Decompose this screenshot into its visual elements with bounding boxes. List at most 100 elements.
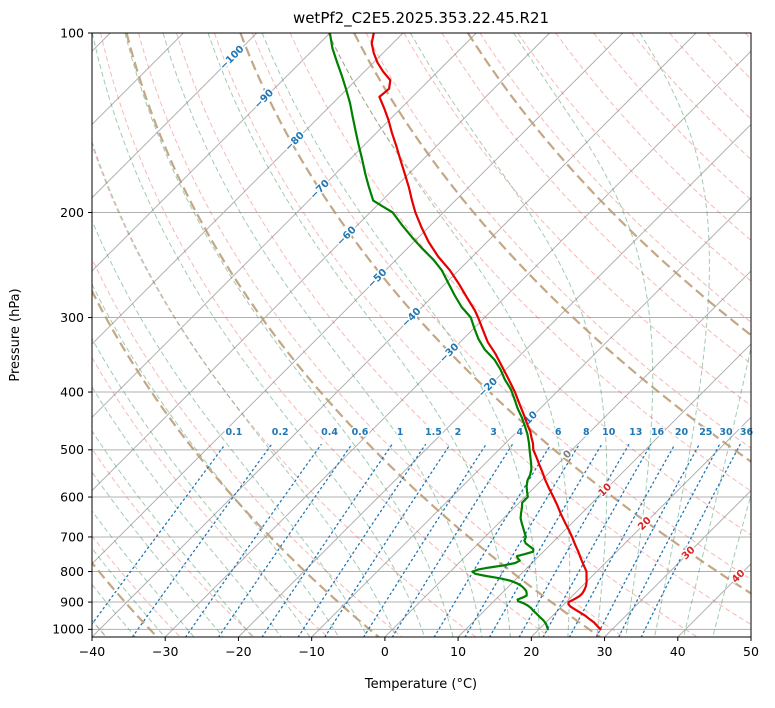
- moist-adiabat-line: [92, 547, 166, 637]
- mixing-ratio-line: [618, 443, 721, 637]
- x-tick-label: 20: [523, 644, 539, 659]
- profile-layer: [328, 33, 602, 631]
- plot-area: [92, 33, 751, 637]
- highlight-adiabat-line: [466, 33, 751, 337]
- axes-layer: −40 −30 −20 −10 0 10 20 30 40 5010020030040050060…: [52, 25, 759, 659]
- y-tick-label: 500: [60, 442, 84, 457]
- x-tick-label: 0: [381, 644, 389, 659]
- mixing-ratio-label: 2: [455, 427, 462, 438]
- moist-adiabat-line: [261, 33, 540, 637]
- mixing-ratio-label: 0.1: [225, 427, 242, 438]
- dry-adiabat-line: [555, 33, 751, 241]
- moist-adiabat-line: [683, 345, 751, 637]
- dry-adiabat-line: [138, 33, 624, 637]
- dry-adiabat-line: [631, 33, 751, 161]
- isotherm-line: [530, 416, 751, 637]
- dry-adiabat-line: [251, 33, 751, 580]
- x-tick-label: −40: [79, 644, 105, 659]
- y-tick-label: 200: [60, 205, 84, 220]
- moist-adiabat-line: [124, 33, 454, 637]
- isotherm-line: [384, 270, 751, 637]
- mixing-ratio-line: [464, 443, 580, 637]
- mixing-ratio-line: [433, 443, 552, 637]
- dry-adiabat-line: [92, 143, 477, 637]
- mixing-ratio-label: 8: [583, 427, 590, 438]
- y-tick-label: 600: [60, 489, 84, 504]
- y-tick-label: 100: [60, 25, 84, 40]
- y-axis-label: Pressure (hPa): [8, 288, 23, 381]
- isotherm-line: [311, 196, 751, 637]
- isotherm-line: [238, 123, 751, 637]
- mixing-ratio-label: 4: [517, 427, 524, 438]
- sounding-profiles: [328, 33, 602, 631]
- x-tick-label: 30: [597, 644, 613, 659]
- temperature-profile-line: [370, 33, 602, 631]
- dry-adiabat-line: [441, 33, 751, 365]
- moist-adiabat-line: [513, 33, 654, 637]
- isotherm-lines: [92, 33, 751, 637]
- y-tick-label: 400: [60, 384, 84, 399]
- moist-adiabat-line: [409, 33, 608, 637]
- y-tick-label: 300: [60, 310, 84, 325]
- mixing-ratio-label: 1: [397, 427, 404, 438]
- mixing-ratio-line: [640, 443, 741, 637]
- mixing-ratio-line: [489, 443, 603, 637]
- x-tick-label: −20: [225, 644, 251, 659]
- mixing-ratio-line: [131, 443, 273, 637]
- moist-adiabat-line: [162, 33, 483, 637]
- moist-adiabat-line: [327, 33, 571, 637]
- y-tick-label: 1000: [52, 622, 84, 637]
- dewpoint-profile-line: [328, 33, 549, 631]
- dry-adiabat-line: [213, 33, 751, 626]
- isotherm-line: [92, 33, 624, 565]
- x-tick-label: 40: [670, 644, 686, 659]
- dry-adiabat-line: [176, 33, 698, 637]
- mixing-ratio-label: 6: [555, 427, 562, 438]
- mixing-ratio-line: [92, 443, 226, 626]
- mixing-ratio-line: [217, 443, 353, 637]
- x-tick-label: 50: [743, 644, 759, 659]
- moist-adiabat-line: [92, 583, 136, 637]
- isotherm-line: [92, 33, 477, 419]
- moist-adiabat-line: [92, 471, 224, 637]
- mixing-ratio-line: [261, 443, 393, 637]
- mixing-ratio-label: 0.6: [352, 427, 369, 438]
- y-tick-label: 900: [60, 594, 84, 609]
- mixing-ratio-line: [595, 443, 700, 637]
- moist-adiabat-line: [92, 337, 311, 637]
- plot-border: [91, 32, 752, 638]
- isotherm-line: [164, 50, 751, 637]
- mixing-ratio-label: 10: [602, 427, 616, 438]
- dry-adiabat-line: [92, 535, 181, 637]
- mixing-ratio-label: 20: [675, 427, 689, 438]
- mixing-ratio-label: 0.4: [321, 427, 338, 438]
- isotherm-line: [92, 33, 697, 637]
- chart-title: wetPf2_C2E5.2025.353.22.45.R21: [293, 9, 549, 28]
- isotherm-line: [92, 33, 404, 345]
- x-axis-label: Temperature (°C): [364, 677, 477, 692]
- mixing-ratio-label: 3: [490, 427, 497, 438]
- mixing-ratio-label: 1.5: [425, 427, 442, 438]
- mixing-ratio-label: 30: [719, 427, 733, 438]
- moist-adiabat-line: [639, 33, 710, 637]
- highlight-adiabat-line: [125, 33, 601, 637]
- isotherm-line: [92, 33, 258, 199]
- mixing-ratio-labels: 0.1 0.2 0.4 0.6 1 1.5 2 3 4 6 8 10 13 16 20 25 30 36: [224, 426, 755, 440]
- dry-adiabat-line: [327, 33, 751, 492]
- dry-adiabat-line: [92, 257, 403, 637]
- moist-adiabat-line: [207, 33, 511, 637]
- moist-adiabat-line: [712, 493, 751, 637]
- mixing-ratio-lines: [92, 443, 741, 637]
- y-tick-label: 800: [60, 564, 84, 579]
- y-tick-label: 700: [60, 529, 84, 544]
- mixing-ratio-label: 16: [651, 427, 665, 438]
- dry-adiabat-line: [517, 33, 751, 282]
- dry-adiabat-line: [289, 33, 751, 536]
- isotherm-line: [604, 489, 751, 637]
- highlight-adiabat-line: [92, 288, 380, 637]
- highlight-adiabat-line: [239, 33, 751, 595]
- pressure-gridlines: [92, 33, 751, 630]
- moist-adiabat-line: [92, 33, 426, 637]
